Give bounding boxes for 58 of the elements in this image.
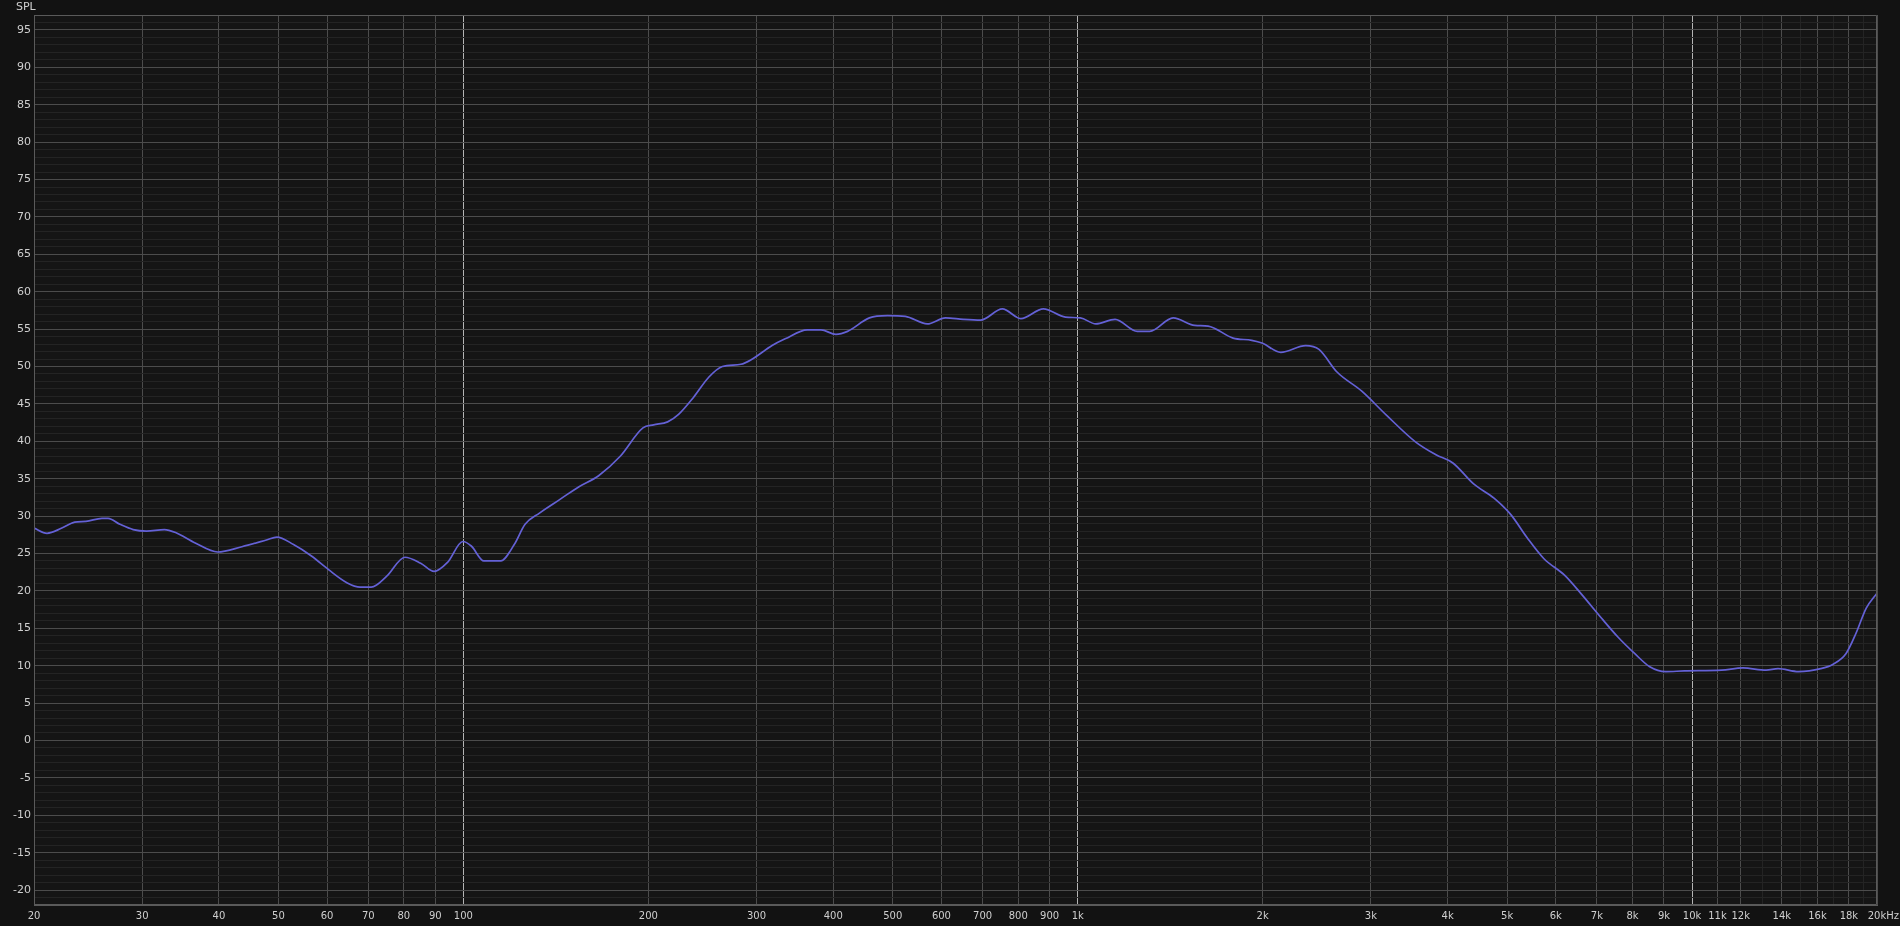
x-tick-label: 600	[931, 909, 951, 921]
y-tick-label: 40	[17, 434, 31, 448]
x-tick-label: 500	[883, 909, 903, 921]
y-tick-label: 95	[17, 22, 31, 36]
x-tick-label: 11k	[1708, 909, 1727, 921]
x-tick-label: 40	[212, 909, 226, 921]
y-tick-label: -5	[20, 770, 31, 784]
y-tick-label: 75	[17, 172, 31, 186]
x-tick-label: 80	[397, 909, 411, 921]
y-tick-label: -15	[13, 845, 31, 859]
y-tick-label: 30	[17, 508, 31, 522]
x-tick-label: 4k	[1441, 909, 1454, 921]
y-tick-label: 5	[24, 695, 31, 709]
y-tick-label: -20	[13, 882, 31, 896]
x-tick-label: 200	[638, 909, 658, 921]
x-tick-label: 50	[272, 909, 285, 921]
x-tick-label: 10k	[1682, 909, 1702, 921]
x-tick-label: 8k	[1626, 909, 1639, 921]
x-tick-label: 70	[361, 909, 375, 921]
x-tick-label: 800	[1008, 909, 1028, 921]
x-tick-label: 30	[135, 909, 149, 921]
y-tick-label: 50	[17, 359, 31, 373]
y-tick-label: 10	[17, 658, 31, 672]
y-tick-label: 65	[17, 247, 31, 261]
x-tick-label: 9k	[1657, 909, 1671, 921]
x-tick-label: 14k	[1772, 909, 1792, 921]
x-tick-label: 3k	[1364, 909, 1378, 921]
x-tick-label: 1k	[1071, 909, 1085, 921]
x-tick-label: 400	[823, 909, 843, 921]
x-tick-label: 90	[428, 909, 442, 921]
x-tick-label: 5k	[1501, 909, 1514, 921]
y-tick-label: 45	[17, 396, 31, 410]
y-tick-label: 35	[17, 471, 31, 485]
x-tick-label: 18k	[1839, 909, 1859, 921]
x-tick-label: 60	[320, 909, 334, 921]
y-tick-label: 90	[17, 60, 31, 74]
y-tick-label: 20	[17, 583, 31, 597]
x-tick-label: 6k	[1549, 909, 1563, 921]
y-tick-label: 80	[17, 135, 31, 148]
y-tick-label: 25	[17, 546, 31, 560]
y-tick-label: 60	[17, 284, 31, 298]
y-tick-label: 70	[17, 209, 31, 223]
y-tick-label: -10	[13, 808, 31, 822]
x-axis-title: Hz	[1886, 909, 1900, 921]
x-tick-label: 2k	[1256, 909, 1269, 921]
x-tick-label: 300	[746, 909, 767, 921]
x-tick-label: 900	[1040, 909, 1060, 921]
x-tick-label: 100	[453, 909, 473, 921]
x-tick-label: 20k	[1867, 909, 1887, 921]
y-axis-title: SPL	[16, 0, 37, 13]
y-tick-label: 55	[17, 321, 31, 335]
y-tick-label: 0	[24, 733, 31, 747]
x-tick-label: 12k	[1731, 909, 1751, 921]
x-tick-label: 7k	[1590, 909, 1604, 921]
x-tick-label: 700	[973, 909, 993, 921]
y-tick-label: 85	[17, 97, 31, 111]
y-tick-label: 15	[17, 621, 31, 635]
x-tick-label: 16k	[1808, 909, 1827, 921]
